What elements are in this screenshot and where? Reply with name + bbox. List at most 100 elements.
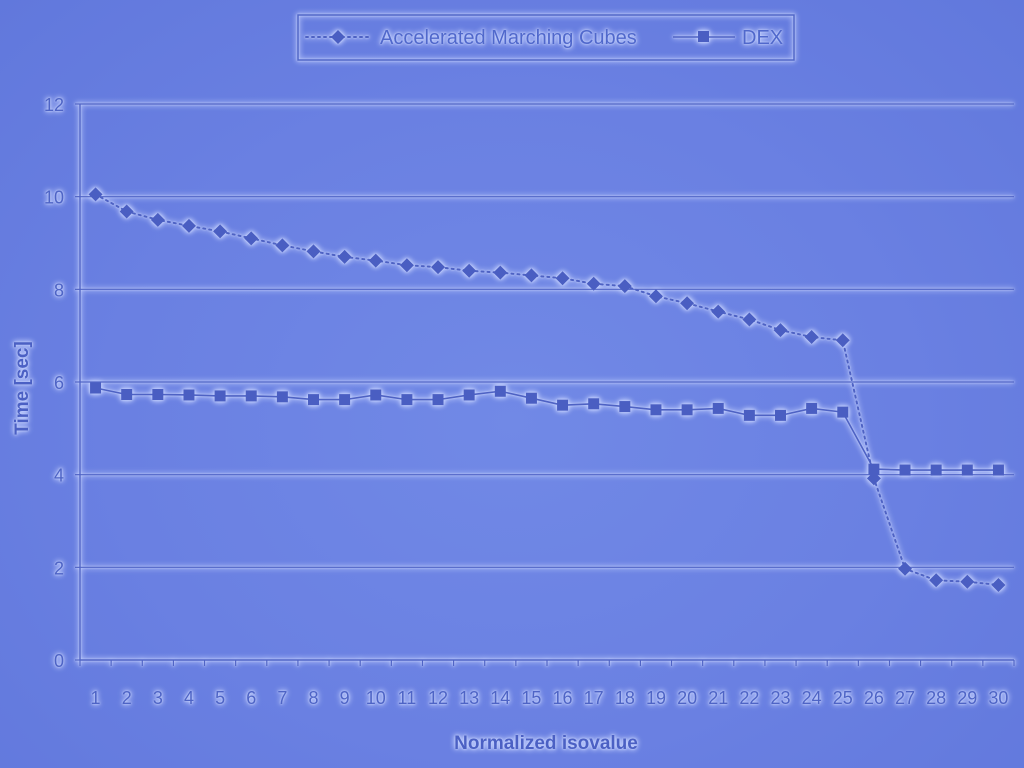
data-point-accelerated-marching-cubes bbox=[835, 333, 850, 348]
data-point-accelerated-marching-cubes bbox=[493, 265, 508, 280]
data-point-accelerated-marching-cubes bbox=[804, 330, 819, 345]
data-point-dex bbox=[557, 399, 569, 411]
y-tick-label: 12 bbox=[44, 95, 64, 115]
data-point-dex bbox=[992, 464, 1004, 476]
x-tick-label: 14 bbox=[490, 688, 510, 708]
data-point-accelerated-marching-cubes bbox=[586, 276, 601, 291]
data-point-dex bbox=[401, 394, 413, 406]
data-point-dex bbox=[308, 394, 319, 406]
data-point-dex bbox=[681, 404, 693, 416]
data-point-dex bbox=[525, 392, 537, 404]
y-tick-label: 6 bbox=[54, 373, 64, 393]
x-tick-label: 22 bbox=[739, 688, 759, 708]
y-tick-label: 8 bbox=[54, 280, 64, 300]
data-point-dex bbox=[743, 409, 755, 421]
data-point-accelerated-marching-cubes bbox=[244, 231, 259, 246]
data-point-dex bbox=[245, 390, 257, 402]
x-tick-label: 3 bbox=[153, 688, 163, 708]
data-point-accelerated-marching-cubes bbox=[213, 224, 228, 239]
data-point-accelerated-marching-cubes bbox=[898, 561, 913, 576]
y-tick-label: 10 bbox=[44, 188, 64, 208]
y-tick-label: 0 bbox=[54, 651, 64, 671]
x-tick-label: 19 bbox=[646, 688, 666, 708]
x-tick-label: 11 bbox=[398, 688, 417, 708]
data-point-dex bbox=[90, 382, 102, 394]
data-point-accelerated-marching-cubes bbox=[555, 271, 570, 286]
data-point-accelerated-marching-cubes bbox=[119, 204, 134, 219]
x-tick-label: 12 bbox=[428, 688, 448, 708]
data-point-dex bbox=[775, 409, 786, 421]
data-point-dex bbox=[152, 389, 164, 401]
series-layer bbox=[88, 187, 1006, 592]
data-point-accelerated-marching-cubes bbox=[399, 258, 414, 273]
data-point-dex bbox=[930, 464, 942, 476]
x-tick-label: 23 bbox=[770, 688, 790, 708]
data-point-accelerated-marching-cubes bbox=[524, 268, 539, 283]
x-tick-label: 18 bbox=[615, 688, 635, 708]
data-point-accelerated-marching-cubes bbox=[88, 187, 103, 202]
x-tick-label: 17 bbox=[584, 688, 604, 708]
legend-box bbox=[297, 14, 795, 61]
series-line-accelerated-marching-cubes bbox=[94, 193, 1000, 586]
data-point-dex bbox=[494, 385, 506, 397]
y-tick-label: 4 bbox=[54, 466, 64, 486]
x-tick-label: 30 bbox=[988, 688, 1008, 708]
legend-marker-dex bbox=[698, 31, 709, 42]
x-axis-title: Normalized isovalue bbox=[454, 733, 638, 754]
data-point-dex bbox=[650, 404, 662, 416]
data-point-accelerated-marching-cubes bbox=[773, 323, 788, 338]
data-point-accelerated-marching-cubes bbox=[275, 238, 290, 253]
series-line-dex bbox=[94, 387, 1000, 471]
x-tick-label: 20 bbox=[677, 688, 697, 708]
x-tick-label: 26 bbox=[864, 688, 884, 708]
data-point-dex bbox=[961, 464, 973, 476]
x-tick-label: 1 bbox=[91, 688, 101, 708]
x-tick-label: 15 bbox=[521, 688, 541, 708]
y-tick-label: 2 bbox=[54, 558, 64, 578]
data-point-dex bbox=[276, 391, 288, 403]
data-point-dex bbox=[370, 389, 382, 401]
x-tick-label: 7 bbox=[277, 688, 287, 708]
x-tick-label: 25 bbox=[833, 688, 853, 708]
data-point-accelerated-marching-cubes bbox=[929, 573, 944, 588]
data-point-dex bbox=[463, 389, 475, 401]
data-point-dex bbox=[588, 398, 600, 410]
data-point-dex bbox=[183, 389, 195, 401]
y-axis-title: Time [sec] bbox=[12, 341, 33, 435]
data-point-dex bbox=[868, 463, 880, 475]
x-tick-label: 10 bbox=[366, 688, 386, 708]
data-point-accelerated-marching-cubes bbox=[866, 471, 881, 486]
data-point-accelerated-marching-cubes bbox=[150, 212, 165, 227]
x-tick-label: 27 bbox=[895, 688, 915, 708]
data-point-dex bbox=[432, 394, 444, 406]
legend: Accelerated Marching Cubes DEX bbox=[297, 14, 795, 61]
data-point-dex bbox=[619, 401, 631, 413]
x-tick-label: 21 bbox=[708, 688, 728, 708]
x-tick-label: 28 bbox=[926, 688, 946, 708]
data-point-dex bbox=[121, 389, 133, 401]
legend-label-accelerated-marching-cubes: Accelerated Marching Cubes bbox=[380, 27, 637, 49]
data-point-accelerated-marching-cubes bbox=[742, 312, 757, 327]
legend-label-dex: DEX bbox=[742, 27, 783, 49]
data-point-accelerated-marching-cubes bbox=[711, 304, 726, 319]
grid-lines bbox=[80, 103, 1014, 568]
x-tick-label: 4 bbox=[184, 688, 194, 708]
data-point-dex bbox=[712, 402, 724, 414]
data-point-accelerated-marching-cubes bbox=[337, 249, 352, 264]
x-tick-label: 13 bbox=[459, 688, 479, 708]
data-point-dex bbox=[837, 406, 849, 418]
data-point-accelerated-marching-cubes bbox=[648, 289, 663, 304]
data-point-accelerated-marching-cubes bbox=[680, 296, 695, 311]
data-point-accelerated-marching-cubes bbox=[617, 279, 632, 294]
data-point-dex bbox=[214, 390, 226, 402]
data-point-accelerated-marching-cubes bbox=[462, 263, 477, 278]
x-tick-label: 9 bbox=[340, 688, 350, 708]
x-tick-label: 2 bbox=[122, 688, 132, 708]
data-point-accelerated-marching-cubes bbox=[960, 574, 975, 589]
data-point-dex bbox=[899, 464, 911, 476]
x-tick-label: 29 bbox=[957, 688, 977, 708]
data-point-dex bbox=[339, 394, 351, 406]
